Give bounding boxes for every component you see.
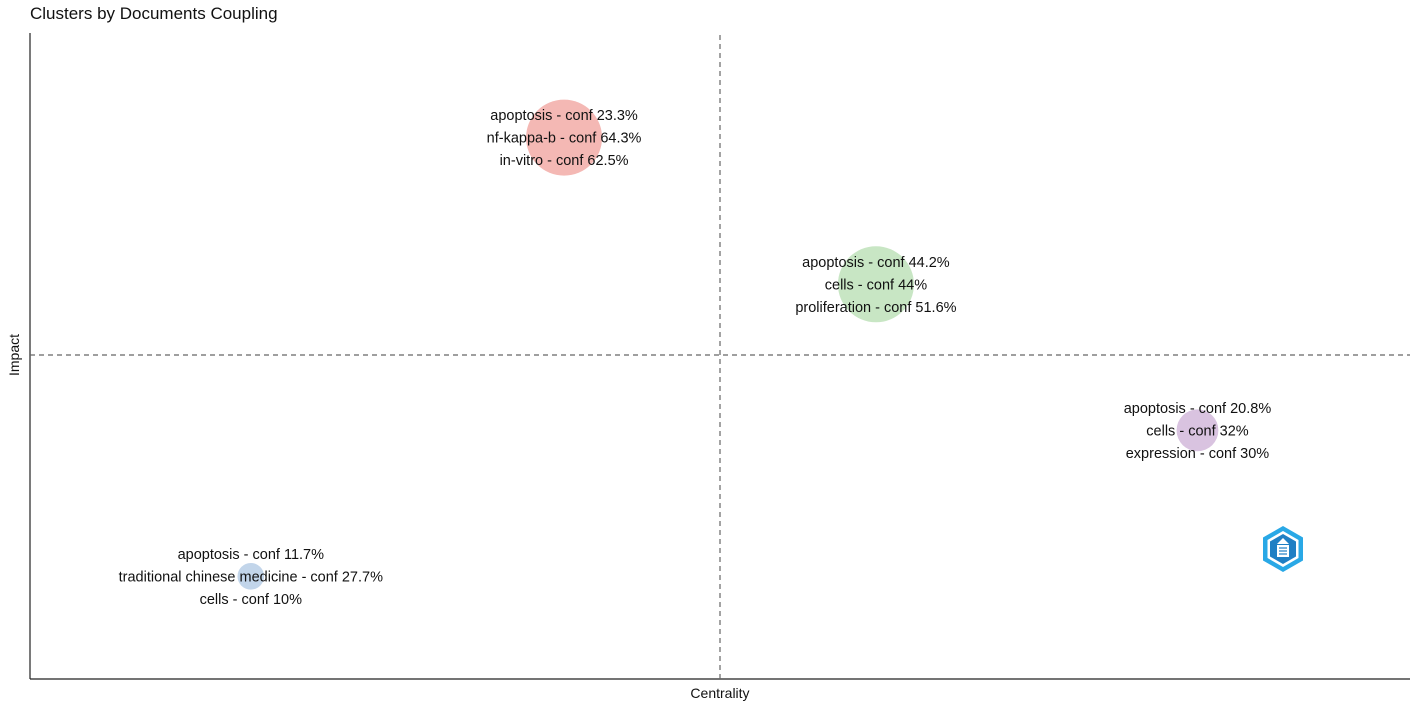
cluster-bubble-2 — [837, 246, 914, 323]
cluster-1-label-2: nf-kappa-b - conf 64.3% — [487, 131, 642, 147]
cluster-1-label-3: in-vitro - conf 62.5% — [500, 153, 629, 169]
cluster-labels: apoptosis - conf 23.3% nf-kappa-b - conf … — [119, 108, 1272, 608]
cluster-4-label-2: traditional chinese medicine - conf 27.7… — [119, 569, 383, 585]
x-axis-label: Centrality — [690, 685, 749, 701]
cluster-2-label-1: apoptosis - conf 44.2% — [802, 255, 950, 271]
cluster-bubbles — [237, 99, 1219, 590]
cluster-bubble-3 — [1176, 409, 1219, 452]
y-axis-label: Impact — [6, 334, 22, 376]
cluster-3-label-3: expression - conf 30% — [1126, 446, 1270, 462]
cluster-2-label-3: proliferation - conf 51.6% — [795, 300, 956, 316]
cluster-bubble-1 — [526, 99, 603, 176]
cluster-3-label-1: apoptosis - conf 20.8% — [1124, 401, 1272, 417]
bibliometrix-logo-icon — [1263, 526, 1303, 572]
chart-title: Clusters by Documents Coupling — [30, 4, 278, 23]
cluster-2-label-2: cells - conf 44% — [825, 277, 927, 293]
cluster-1-label-1: apoptosis - conf 23.3% — [490, 108, 638, 124]
cluster-4-label-1: apoptosis - conf 11.7% — [178, 547, 325, 563]
axes: Centrality Impact — [6, 33, 1410, 701]
cluster-bubble-4 — [237, 562, 265, 590]
cluster-3-label-2: cells - conf 32% — [1146, 423, 1248, 439]
cluster-4-label-3: cells - conf 10% — [200, 592, 302, 608]
